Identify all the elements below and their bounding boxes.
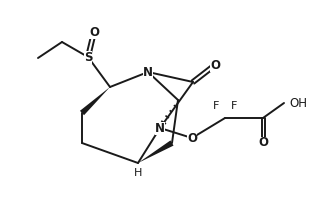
Polygon shape [80, 87, 110, 115]
Text: O: O [89, 26, 99, 39]
Text: F: F [231, 101, 237, 111]
Text: O: O [258, 137, 268, 150]
Polygon shape [138, 140, 173, 163]
Text: O: O [210, 59, 220, 71]
Text: O: O [187, 131, 197, 144]
Text: OH: OH [289, 96, 307, 110]
Text: S: S [84, 50, 92, 63]
Text: N: N [155, 122, 165, 135]
Text: H: H [134, 168, 142, 178]
Text: N: N [143, 66, 153, 78]
Text: F: F [213, 101, 219, 111]
